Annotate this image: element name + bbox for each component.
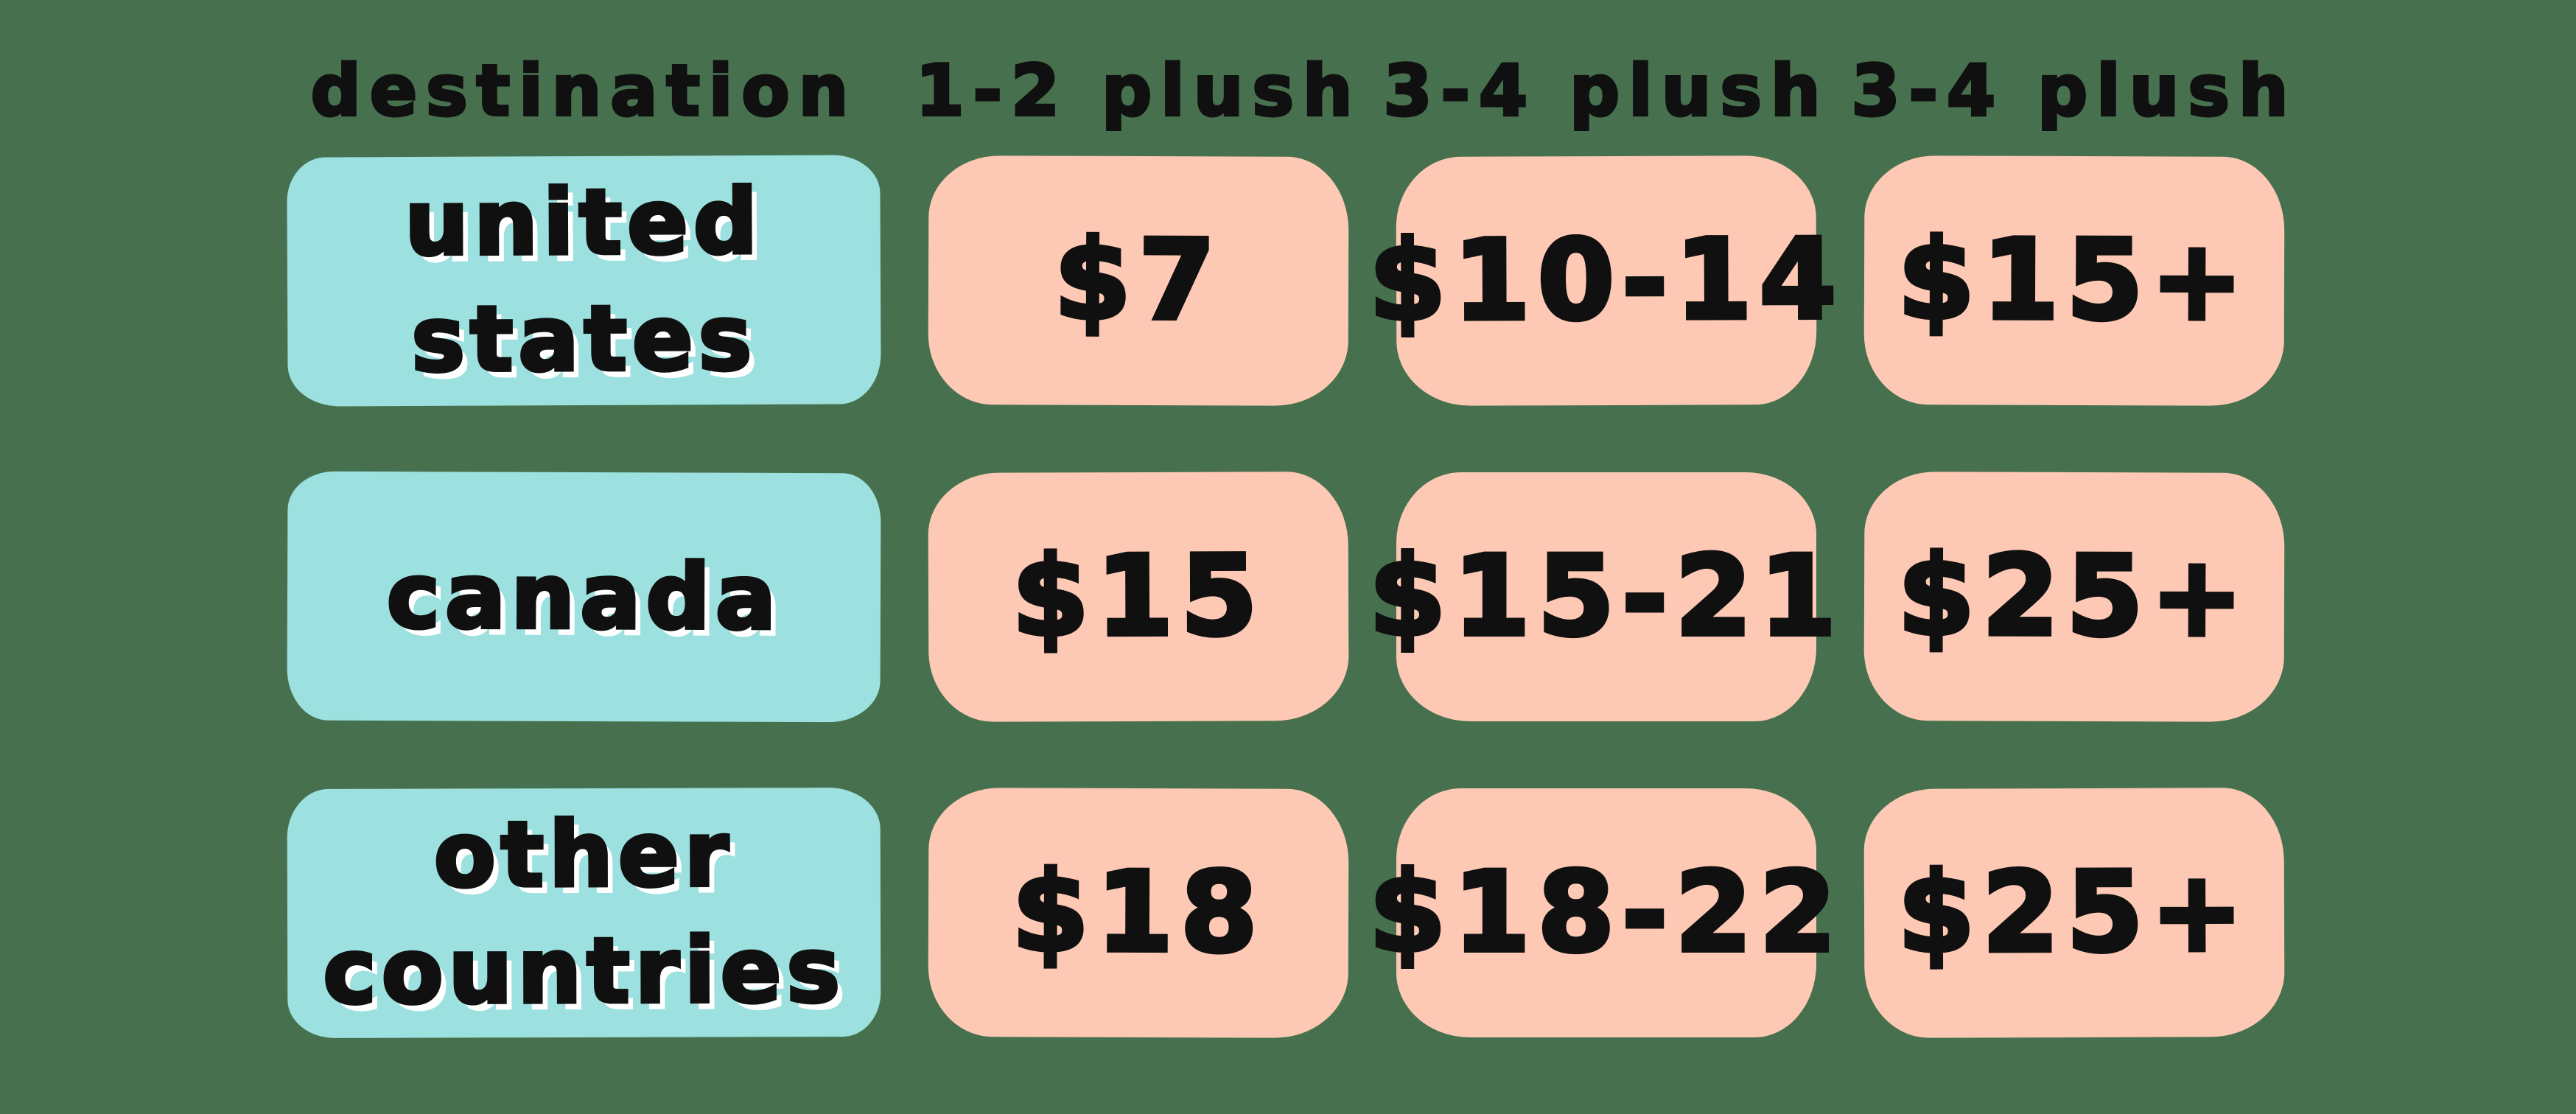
destination-line: countries — [321, 917, 847, 1026]
price-cell: $25+ — [1863, 788, 2285, 1038]
column-header-3-4-plush-2: 3-4 plush — [1849, 49, 2297, 133]
destination-cell-other-countries: other countries — [287, 787, 881, 1039]
destination-cell-canada: canada — [287, 471, 881, 723]
price-cell: $15+ — [1863, 155, 2285, 406]
destination-cell-united-states: united states — [287, 155, 881, 407]
price-cell: $7 — [928, 155, 1349, 406]
price-cell: $25+ — [1863, 472, 2285, 722]
column-header-3-4-plush: 3-4 plush — [1382, 49, 1830, 133]
price-cell: $15 — [928, 472, 1349, 722]
column-header-destination: destination — [309, 49, 858, 133]
price-cell: $18-22 — [1367, 788, 1838, 1037]
destination-line: states — [410, 284, 760, 393]
column-header-1-2-plush: 1-2 plush — [914, 49, 1362, 133]
table-body: united states $7 $10-14 $15+ canada $15 … — [287, 155, 2285, 1039]
header-row: destination 1-2 plush 3-4 plush 3-4 plus… — [287, 47, 2297, 136]
price-cell: $18 — [928, 788, 1349, 1038]
destination-line: canada — [385, 542, 783, 652]
destination-line: other — [432, 800, 735, 909]
price-cell: $15-21 — [1367, 472, 1838, 721]
destination-line: united — [402, 167, 765, 277]
price-cell: $10-14 — [1367, 155, 1846, 406]
